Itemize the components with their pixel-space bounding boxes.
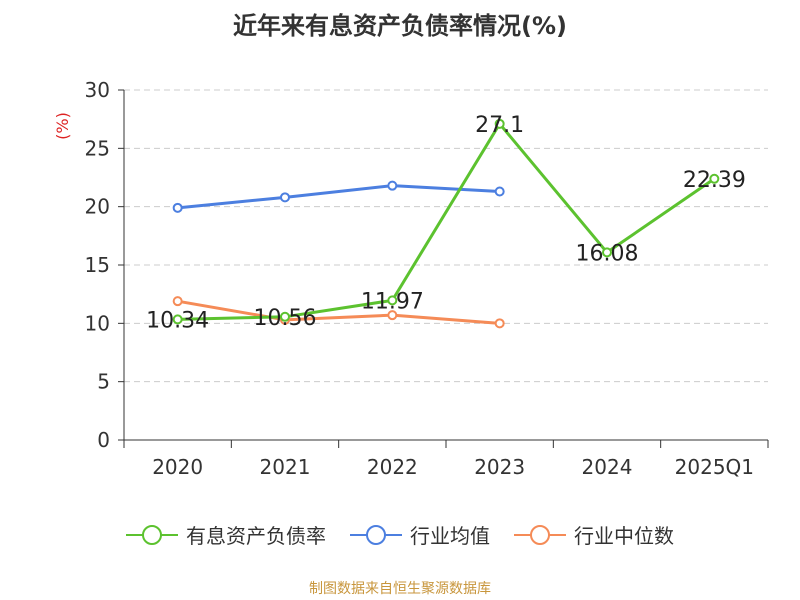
data-point xyxy=(387,310,398,321)
series-line xyxy=(177,122,716,321)
legend-line-icon xyxy=(514,524,566,545)
data-point xyxy=(172,202,183,213)
y-axis-label: (%) xyxy=(53,112,72,140)
y-tick-label: 20 xyxy=(85,195,110,219)
legend-line-icon xyxy=(350,524,402,545)
data-point xyxy=(494,186,505,197)
data-point xyxy=(494,118,505,129)
data-point xyxy=(387,180,398,191)
legend-line-icon xyxy=(126,524,178,545)
legend-marker xyxy=(366,524,386,545)
data-label: 22.39 xyxy=(683,168,746,193)
data-point xyxy=(494,318,505,329)
legend-label: 有息资产负债率 xyxy=(186,524,326,548)
series-line xyxy=(177,184,500,210)
x-tick-label: 2023 xyxy=(474,455,525,479)
x-tick-label: 2025Q1 xyxy=(675,455,754,479)
y-tick-label: 0 xyxy=(97,428,110,452)
data-label: 11.97 xyxy=(361,289,424,314)
data-point xyxy=(387,295,398,306)
x-tick-label: 2024 xyxy=(582,455,633,479)
y-tick-label: 10 xyxy=(85,311,110,335)
legend-label: 行业均值 xyxy=(410,524,490,548)
data-source-note: 制图数据来自恒生聚源数据库 xyxy=(309,581,491,597)
legend-item[interactable]: 有息资产负债率 xyxy=(126,520,326,549)
data-point xyxy=(280,311,290,322)
data-label: 10.56 xyxy=(254,306,317,331)
legend-item[interactable]: 行业均值 xyxy=(350,520,490,549)
data-label: 10.34 xyxy=(146,308,209,333)
series-line xyxy=(177,299,500,325)
y-tick-label: 15 xyxy=(85,253,110,277)
data-label: 27.1 xyxy=(475,113,524,138)
legend-item[interactable]: 行业中位数 xyxy=(514,520,674,549)
y-tick-label: 5 xyxy=(97,370,110,394)
y-tick-label: 25 xyxy=(85,136,110,160)
legend-label: 行业中位数 xyxy=(574,524,674,548)
chart-title: 近年来有息资产负债率情况(%) xyxy=(233,12,567,40)
chart-legend: 有息资产负债率 行业均值 行业中位数 xyxy=(0,520,800,549)
line-chart: 0 5 10 15 20 25 30 (%) 2020 2021 2022 2023 2024 2025Q… xyxy=(53,78,769,479)
data-point xyxy=(172,296,183,307)
x-tick-label: 2022 xyxy=(367,455,418,479)
data-point xyxy=(709,173,720,184)
legend-marker xyxy=(530,524,550,545)
x-tick-label: 2020 xyxy=(152,455,203,479)
data-point xyxy=(280,192,290,203)
y-tick-label: 30 xyxy=(85,78,110,102)
data-label: 16.08 xyxy=(576,241,639,266)
data-point xyxy=(172,314,183,325)
legend-marker xyxy=(142,524,162,545)
x-tick-label: 2021 xyxy=(260,455,311,479)
data-point xyxy=(602,247,612,258)
